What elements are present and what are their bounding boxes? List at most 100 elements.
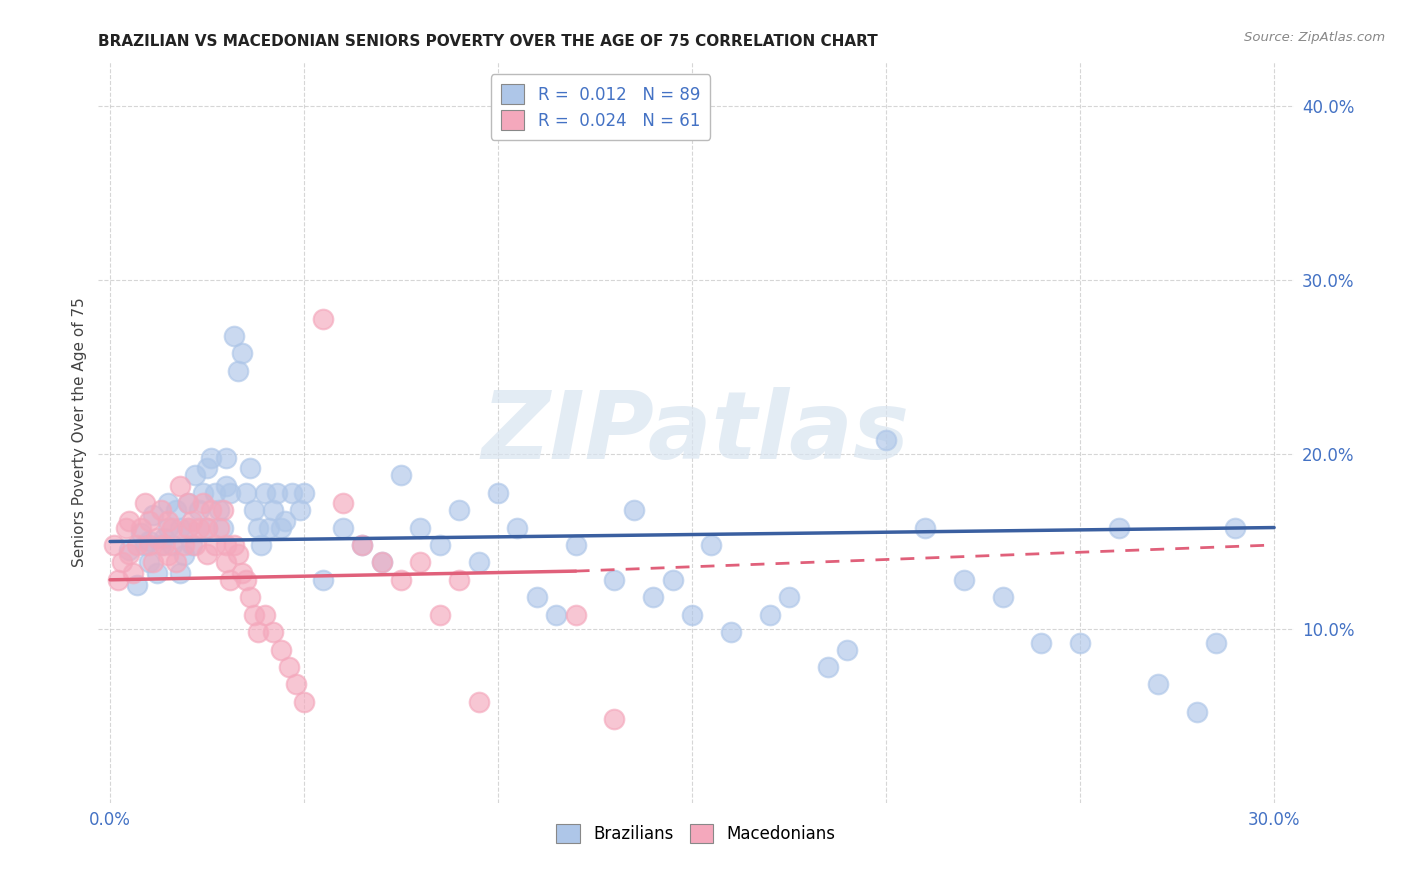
Point [564, 538, 586, 552]
Point [165, 555, 187, 569]
Point [270, 642, 292, 657]
Point [1108, 520, 1130, 534]
Point [1225, 520, 1247, 534]
Point [215, 479, 238, 493]
Point [370, 555, 392, 569]
Point [332, 496, 354, 510]
Point [1031, 635, 1053, 649]
Point [270, 520, 292, 534]
Y-axis label: Seniors Poverty Over the Age of 75: Seniors Poverty Over the Age of 75 [72, 298, 87, 567]
Point [204, 485, 226, 500]
Point [176, 520, 198, 534]
Point [526, 591, 548, 605]
Point [623, 503, 645, 517]
Point [817, 660, 839, 674]
Point [184, 468, 207, 483]
Point [875, 434, 897, 448]
Point [153, 538, 176, 552]
Point [242, 607, 264, 622]
Point [273, 514, 295, 528]
Point [603, 712, 626, 726]
Point [546, 607, 568, 622]
Point [778, 591, 800, 605]
Point [262, 625, 284, 640]
Point [1146, 677, 1168, 691]
Point [188, 503, 211, 517]
Point [173, 549, 195, 563]
Point [195, 520, 218, 534]
Point [219, 573, 242, 587]
Text: Source: ZipAtlas.com: Source: ZipAtlas.com [1244, 31, 1385, 45]
Point [200, 450, 222, 465]
Point [142, 508, 165, 523]
Point [231, 566, 253, 580]
Point [246, 520, 269, 534]
Point [224, 538, 246, 552]
Point [219, 485, 242, 500]
Point [409, 555, 432, 569]
Point [266, 485, 288, 500]
Point [226, 364, 249, 378]
Point [332, 520, 354, 534]
Point [111, 555, 134, 569]
Point [129, 525, 152, 540]
Point [195, 461, 218, 475]
Point [157, 520, 180, 534]
Point [195, 520, 218, 534]
Point [176, 496, 198, 510]
Point [564, 607, 586, 622]
Point [103, 538, 125, 552]
Point [160, 520, 183, 534]
Point [837, 642, 859, 657]
Point [1185, 705, 1208, 719]
Point [312, 573, 335, 587]
Point [193, 485, 215, 500]
Point [157, 549, 180, 563]
Point [467, 555, 489, 569]
Point [165, 503, 187, 517]
Point [149, 503, 172, 517]
Point [157, 496, 180, 510]
Point [449, 503, 471, 517]
Point [952, 573, 974, 587]
Point [114, 520, 136, 534]
Point [312, 311, 335, 326]
Point [290, 503, 312, 517]
Point [281, 485, 304, 500]
Point [211, 520, 233, 534]
Point [603, 573, 626, 587]
Point [239, 461, 262, 475]
Point [486, 485, 509, 500]
Point [169, 520, 191, 534]
Point [169, 479, 191, 493]
Point [211, 503, 233, 517]
Point [257, 520, 280, 534]
Point [235, 573, 257, 587]
Legend: Brazilians, Macedonians: Brazilians, Macedonians [550, 817, 842, 850]
Point [176, 496, 198, 510]
Point [215, 538, 238, 552]
Point [118, 547, 141, 561]
Point [188, 520, 211, 534]
Point [208, 520, 231, 534]
Point [506, 520, 529, 534]
Point [138, 534, 160, 549]
Point [429, 607, 451, 622]
Point [215, 450, 238, 465]
Point [195, 547, 218, 561]
Point [134, 496, 156, 510]
Point [173, 538, 195, 552]
Point [129, 520, 152, 534]
Point [169, 566, 191, 580]
Point [208, 503, 231, 517]
Point [180, 538, 202, 552]
Point [700, 538, 723, 552]
Point [389, 573, 412, 587]
Point [118, 514, 141, 528]
Point [118, 543, 141, 558]
Point [142, 555, 165, 569]
Point [254, 485, 277, 500]
Point [914, 520, 936, 534]
Point [758, 607, 780, 622]
Point [262, 503, 284, 517]
